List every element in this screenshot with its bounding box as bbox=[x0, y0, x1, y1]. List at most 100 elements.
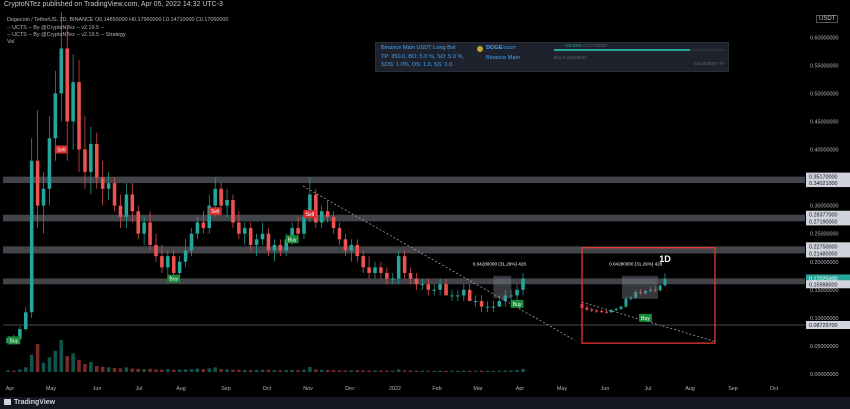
candle-body bbox=[379, 267, 383, 273]
candle-body bbox=[290, 228, 294, 240]
volume-bar bbox=[296, 370, 300, 372]
support-resistance-zone bbox=[3, 176, 805, 184]
signal-labels: Buy Sell Buy Sell Buy Sell Buy Buy bbox=[7, 145, 652, 345]
candle-body bbox=[213, 188, 217, 206]
volume-bar bbox=[237, 369, 241, 372]
volume-bar bbox=[166, 369, 170, 372]
candle-body bbox=[254, 239, 259, 245]
price-label-bg bbox=[806, 321, 850, 330]
candle-body bbox=[136, 211, 141, 234]
candle-body bbox=[83, 149, 87, 172]
volume-bar bbox=[402, 370, 407, 372]
candle-body bbox=[609, 310, 613, 313]
study-legend-ucts[interactable]: -- UCTS -- By @CryptoNTez -- v2.19.5 -- bbox=[7, 25, 105, 31]
candle-body bbox=[177, 261, 182, 273]
x-tick-label: Sep bbox=[221, 386, 231, 392]
sell-signal-label: Sell bbox=[57, 148, 65, 154]
candle-body bbox=[201, 222, 206, 229]
x-tick-label: 2022 bbox=[389, 386, 401, 392]
sell-signal-label: Sell bbox=[306, 212, 314, 218]
volume-bar bbox=[426, 370, 431, 372]
volume-bar bbox=[29, 354, 34, 372]
candle-body bbox=[658, 285, 662, 291]
support-resistance-zone bbox=[3, 214, 805, 222]
candle-body bbox=[41, 188, 46, 206]
buy-signal bbox=[638, 313, 652, 322]
x-tick-label: Dec bbox=[345, 386, 355, 392]
candle-body bbox=[314, 194, 318, 223]
price-label-bg bbox=[806, 249, 850, 258]
volume-bar bbox=[177, 369, 182, 372]
candle-body bbox=[89, 143, 93, 172]
volume-bar bbox=[319, 369, 324, 372]
buy-signal bbox=[285, 235, 299, 244]
candle-body bbox=[302, 216, 306, 234]
price-label: 0.21480000 bbox=[809, 251, 837, 257]
candle-body bbox=[219, 188, 223, 206]
volume-bar bbox=[521, 368, 525, 372]
volume-bar bbox=[195, 368, 200, 372]
candle-body bbox=[590, 309, 594, 311]
x-tick-label: Jun bbox=[93, 386, 102, 392]
study-legend-ucts-strategy[interactable]: -- UCTS -- By @CryptoNTez -- v2.19.5 -- … bbox=[7, 32, 126, 38]
buy-signal-label: Buy bbox=[513, 302, 522, 308]
candle-body bbox=[390, 278, 395, 280]
candle-body bbox=[624, 298, 628, 307]
x-tick-label: Apr bbox=[6, 386, 15, 392]
candle-body bbox=[308, 194, 312, 217]
candle-body bbox=[509, 295, 513, 297]
candle-body bbox=[456, 295, 460, 297]
volume-bar bbox=[47, 357, 52, 372]
candle-body bbox=[95, 143, 99, 178]
currency-badge[interactable]: USDT bbox=[816, 15, 839, 23]
volume-bar bbox=[361, 370, 365, 372]
price-label: 0.22750000 bbox=[809, 244, 837, 250]
candle-body bbox=[614, 308, 618, 311]
volume-bar bbox=[106, 367, 111, 372]
volume-bar bbox=[100, 366, 105, 372]
volume-legend[interactable]: Vol bbox=[7, 39, 15, 45]
support-resistance-zone bbox=[3, 246, 805, 254]
volume-bars bbox=[6, 340, 525, 372]
candle-body bbox=[462, 289, 466, 296]
drawings-layer: 0.04280000 (31.29%) 428 0.04280000 (31.29… bbox=[302, 185, 716, 344]
buy-signal bbox=[167, 274, 181, 283]
x-tick-label: Oct bbox=[263, 386, 272, 392]
candle-body bbox=[600, 311, 603, 313]
volume-bar bbox=[385, 370, 389, 372]
candle-body bbox=[207, 205, 212, 229]
price-label: 0.17025000 bbox=[809, 276, 837, 282]
candle-body bbox=[361, 256, 365, 268]
y-tick-label: 0.45000000 bbox=[810, 119, 838, 125]
candle-body bbox=[331, 216, 336, 229]
volume-bar bbox=[95, 366, 99, 372]
candle-body bbox=[124, 194, 129, 217]
highlight-box bbox=[581, 247, 716, 344]
price-chart[interactable]: 0.04280000 (31.29%) 428 0.04280000 (31.29… bbox=[0, 12, 850, 397]
candle-body bbox=[653, 289, 657, 291]
candle-body bbox=[639, 292, 643, 294]
volume-bar bbox=[379, 370, 383, 372]
buy-signal bbox=[510, 299, 524, 308]
candle-body bbox=[367, 267, 371, 273]
measure-annotation: 0.04280000 (31.29%) 428 bbox=[473, 262, 527, 267]
candle-body bbox=[237, 222, 241, 234]
price-label: 0.35170000 bbox=[809, 175, 837, 181]
volume-bar bbox=[450, 370, 454, 372]
volume-bar bbox=[183, 369, 188, 372]
candle-body bbox=[53, 93, 58, 139]
candle-body bbox=[160, 256, 164, 268]
volume-bar bbox=[373, 370, 377, 372]
candle-body bbox=[47, 138, 52, 189]
y-tick-label: 0.40000000 bbox=[810, 148, 838, 154]
doge-coin-icon bbox=[477, 46, 483, 52]
x-tick-label: May bbox=[557, 386, 567, 392]
candle-body bbox=[450, 295, 454, 297]
y-tick-label: 0.20000000 bbox=[810, 260, 838, 266]
x-tick-label: Oct bbox=[770, 386, 779, 392]
volume-bar bbox=[41, 362, 46, 372]
volume-bar bbox=[189, 369, 194, 372]
price-label-bg bbox=[806, 242, 850, 251]
symbol-legend: Dogecoin / TetherUS, 2D, BINANCE O0.1485… bbox=[7, 17, 229, 23]
y-tick-label: 0.50000000 bbox=[810, 91, 838, 97]
